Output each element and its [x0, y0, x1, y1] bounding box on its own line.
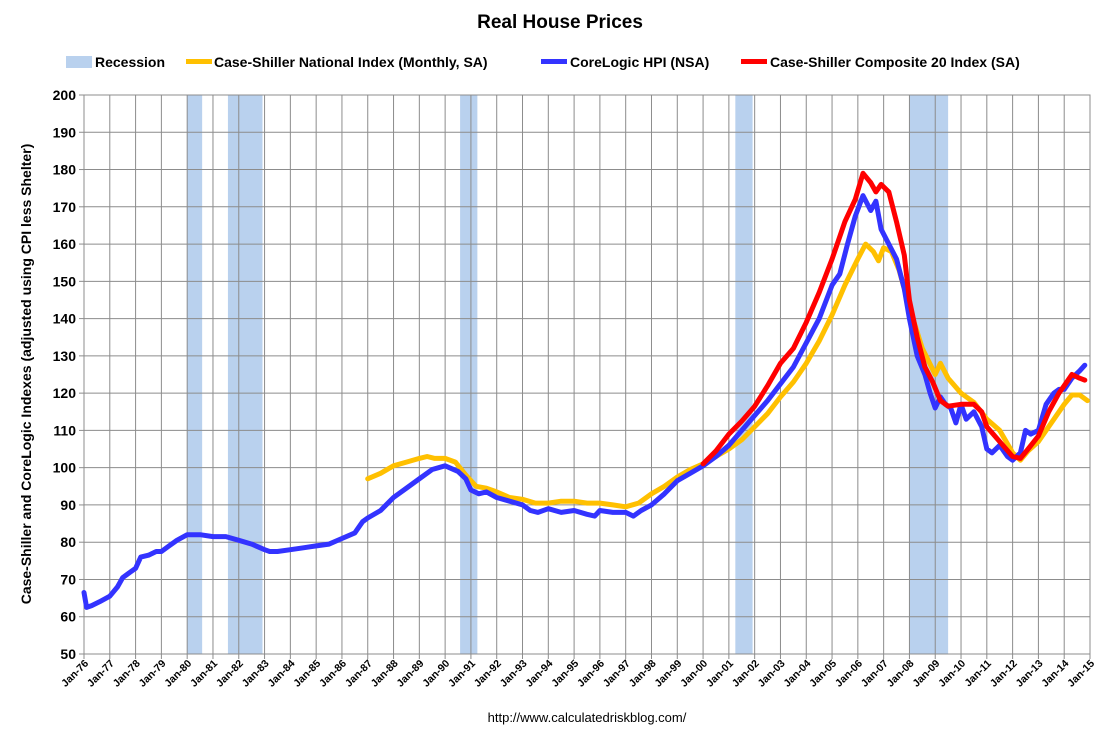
x-tick-label-Jan-79: Jan-79 [136, 658, 168, 690]
x-tick-label-Jan-95: Jan-95 [549, 658, 581, 690]
x-tick-label-Jan-78: Jan-78 [111, 658, 143, 690]
legend-label-corelogic: CoreLogic HPI (NSA) [570, 54, 709, 70]
recession-band-1 [187, 95, 203, 654]
x-tick-label-Jan-98: Jan-98 [627, 658, 659, 690]
recession-band-3 [460, 95, 478, 654]
x-tick-label-Jan-01: Jan-01 [704, 658, 736, 690]
y-tick-label-50: 50 [60, 646, 76, 662]
x-tick-label-Jan-97: Jan-97 [601, 658, 633, 690]
chart-title: Real House Prices [477, 12, 643, 33]
x-tick-label-Jan-81: Jan-81 [188, 658, 220, 690]
legend-swatch-case-shiller-national [186, 59, 212, 64]
y-tick-label-190: 190 [53, 124, 77, 140]
x-tick-label-Jan-82: Jan-82 [214, 658, 246, 690]
legend-label-recession: Recession [95, 54, 165, 70]
recession-band-4 [735, 95, 753, 654]
x-tick-label-Jan-03: Jan-03 [756, 658, 788, 690]
x-tick-label-Jan-85: Jan-85 [291, 658, 323, 690]
x-tick-label-Jan-80: Jan-80 [162, 658, 194, 690]
x-tick-label-Jan-96: Jan-96 [575, 658, 607, 690]
x-tick-label-Jan-76: Jan-76 [59, 658, 91, 690]
source-url: http://www.calculatedriskblog.com/ [488, 710, 687, 725]
y-tick-label-60: 60 [60, 609, 76, 625]
gridlines [83, 94, 1091, 655]
x-tick-label-Jan-93: Jan-93 [498, 658, 530, 690]
x-tick-label-Jan-84: Jan-84 [265, 658, 297, 690]
x-tick-label-Jan-02: Jan-02 [730, 658, 762, 690]
x-tick-label-Jan-77: Jan-77 [85, 658, 117, 690]
x-tick-label-Jan-86: Jan-86 [317, 658, 349, 690]
y-tick-label-110: 110 [53, 422, 76, 438]
x-tick-label-Jan-89: Jan-89 [394, 658, 426, 690]
x-tick-label-Jan-14: Jan-14 [1039, 658, 1071, 690]
x-tick-label-Jan-06: Jan-06 [833, 658, 865, 690]
y-tick-label-80: 80 [60, 534, 76, 550]
y-axis-ticks: 50 60 70 80 90 100 110 120 130 140 150 160 170 180 190… [53, 87, 84, 662]
series-line-corelogic [81, 193, 1088, 610]
x-tick-label-Jan-12: Jan-12 [988, 658, 1020, 690]
x-tick-label-Jan-83: Jan-83 [240, 658, 272, 690]
x-tick-label-Jan-90: Jan-90 [420, 658, 452, 690]
x-tick-label-Jan-94: Jan-94 [523, 658, 555, 690]
y-axis-label: Case-Shiller and CoreLogic Indexes (adju… [18, 144, 34, 605]
recession-band-2 [227, 95, 263, 654]
y-tick-label-160: 160 [53, 236, 77, 252]
x-tick-label-Jan-87: Jan-87 [343, 658, 375, 690]
recession-bands [187, 95, 949, 654]
series-lines [81, 170, 1090, 610]
x-tick-label-Jan-04: Jan-04 [781, 658, 813, 690]
y-tick-label-70: 70 [60, 571, 76, 587]
x-tick-label-Jan-09: Jan-09 [910, 658, 942, 690]
legend-label-case-shiller-national: Case-Shiller National Index (Monthly, SA… [214, 54, 488, 70]
y-tick-label-120: 120 [53, 385, 77, 401]
x-axis-ticks: Jan-76Jan-77Jan-78Jan-79Jan-80Jan-81Jan-… [59, 654, 1097, 690]
x-tick-label-Jan-00: Jan-00 [678, 658, 710, 690]
legend-swatch-recession [66, 56, 92, 68]
series-line-composite-20 [700, 170, 1088, 467]
y-tick-label-140: 140 [53, 311, 77, 327]
x-tick-label-Jan-08: Jan-08 [885, 658, 917, 690]
y-tick-label-180: 180 [53, 162, 77, 178]
x-tick-label-Jan-15: Jan-15 [1065, 658, 1097, 690]
legend-swatch-composite-20 [741, 59, 767, 64]
x-tick-label-Jan-11: Jan-11 [962, 658, 994, 690]
legend-swatch-corelogic [541, 59, 567, 64]
x-tick-label-Jan-05: Jan-05 [807, 658, 839, 690]
y-tick-label-130: 130 [53, 348, 77, 364]
x-tick-label-Jan-07: Jan-07 [859, 658, 891, 690]
y-tick-label-150: 150 [53, 273, 77, 289]
x-tick-label-Jan-92: Jan-92 [472, 658, 504, 690]
x-tick-label-Jan-13: Jan-13 [1014, 658, 1046, 690]
y-tick-label-90: 90 [60, 497, 76, 513]
y-tick-label-200: 200 [53, 87, 77, 103]
x-tick-label-Jan-10: Jan-10 [936, 658, 968, 690]
legend: Recession Case-Shiller National Index (M… [66, 54, 1020, 70]
y-tick-label-100: 100 [53, 460, 77, 476]
x-tick-label-Jan-88: Jan-88 [369, 658, 401, 690]
x-tick-label-Jan-91: Jan-91 [446, 658, 478, 690]
y-tick-label-170: 170 [53, 199, 77, 215]
legend-label-composite-20: Case-Shiller Composite 20 Index (SA) [770, 54, 1020, 70]
x-tick-label-Jan-99: Jan-99 [652, 658, 684, 690]
